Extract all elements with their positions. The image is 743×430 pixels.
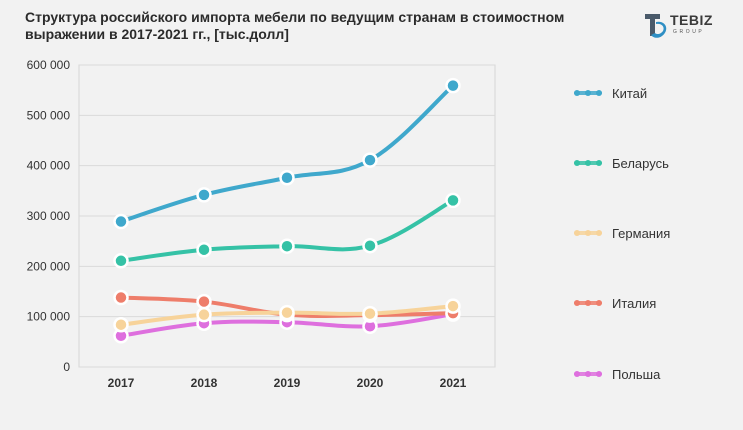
y-tick-label: 600 000 bbox=[27, 58, 71, 72]
legend-item: Польша bbox=[574, 366, 660, 382]
data-point bbox=[279, 304, 295, 321]
y-tick-label: 400 000 bbox=[27, 159, 71, 173]
data-point bbox=[113, 213, 129, 230]
y-tick-label: 300 000 bbox=[27, 209, 71, 223]
data-point bbox=[362, 305, 378, 322]
y-tick-label: 0 bbox=[63, 360, 70, 374]
data-point bbox=[279, 169, 295, 186]
legend-item: Беларусь bbox=[574, 155, 669, 171]
x-tick-label: 2021 bbox=[440, 376, 467, 390]
logo-text: TEBIZ bbox=[670, 12, 713, 28]
legend-label: Китай bbox=[612, 85, 648, 101]
y-tick-labels: 0 100 000 200 000 300 000 400 000 500 000 600 … bbox=[27, 58, 71, 374]
legend-item: Германия bbox=[574, 225, 670, 241]
legend-item: Италия bbox=[574, 295, 656, 311]
x-tick-label: 2020 bbox=[357, 376, 384, 390]
data-point bbox=[113, 316, 129, 333]
data-point bbox=[362, 237, 378, 254]
data-point bbox=[196, 187, 212, 203]
x-tick-label: 2019 bbox=[274, 376, 301, 390]
data-point bbox=[196, 306, 212, 323]
data-point bbox=[445, 77, 461, 94]
y-tick-label: 500 000 bbox=[27, 108, 71, 122]
data-point bbox=[279, 238, 295, 254]
legend-label: Италия bbox=[612, 295, 657, 311]
logo-subtext: GROUP bbox=[673, 29, 705, 35]
tebiz-logo: TEBIZ GROUP bbox=[640, 10, 720, 42]
data-point bbox=[113, 289, 129, 306]
data-point bbox=[445, 192, 461, 209]
legend-swatch bbox=[574, 90, 602, 96]
data-point bbox=[445, 298, 461, 314]
legend-label: Польша bbox=[612, 366, 661, 382]
series-line bbox=[119, 83, 455, 224]
data-point bbox=[362, 152, 378, 168]
data-point bbox=[196, 241, 212, 258]
legend-label: Беларусь bbox=[612, 155, 669, 171]
legend-swatch bbox=[574, 300, 602, 306]
legend-swatch bbox=[574, 371, 602, 377]
y-tick-label: 200 000 bbox=[27, 259, 71, 273]
x-tick-labels: 2017 2018 2019 2020 2021 bbox=[108, 376, 467, 390]
series-points bbox=[113, 77, 461, 344]
tebiz-logo-icon bbox=[645, 14, 667, 38]
series-lines bbox=[119, 83, 455, 338]
legend-swatch bbox=[574, 230, 602, 236]
chart-title: Структура российского импорта мебели по … bbox=[25, 9, 565, 42]
y-tick-label: 100 000 bbox=[27, 310, 71, 324]
data-point bbox=[113, 253, 129, 269]
legend-label: Германия bbox=[612, 225, 671, 241]
x-tick-label: 2018 bbox=[191, 376, 218, 390]
legend-swatch bbox=[574, 160, 602, 166]
legend-item: Китай bbox=[574, 85, 647, 101]
data-point bbox=[196, 293, 212, 310]
x-tick-label: 2017 bbox=[108, 376, 135, 390]
